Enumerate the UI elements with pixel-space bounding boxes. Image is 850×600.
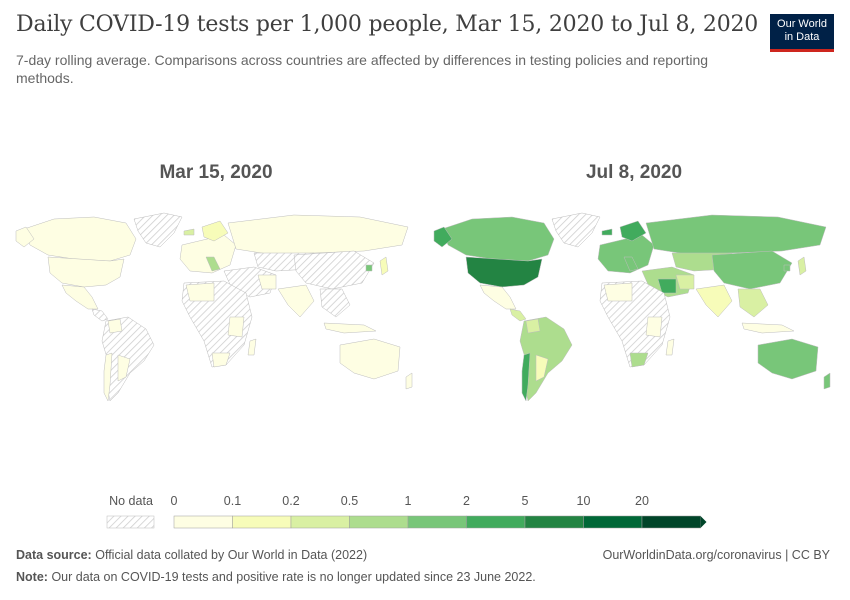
russia <box>645 214 827 256</box>
alaska <box>15 226 35 248</box>
colombia <box>525 318 541 334</box>
madagascar <box>247 338 257 356</box>
mexico <box>479 284 517 310</box>
legend-bin-swatch <box>466 515 526 529</box>
legend-swatches <box>106 515 707 529</box>
indonesia <box>741 322 795 334</box>
new-zealand <box>823 372 831 390</box>
japan <box>379 256 389 276</box>
se-asia <box>737 288 769 318</box>
note-text: Our data on COVID-19 tests and positive … <box>51 570 536 584</box>
new-zealand <box>405 372 413 390</box>
right-map-title: Jul 8, 2020 <box>585 162 683 183</box>
mexico <box>61 284 99 310</box>
saudi-arabia <box>657 278 677 294</box>
iran <box>257 274 277 290</box>
source-link[interactable]: OurWorldinData.org/coronavirus | CC BY <box>602 548 830 562</box>
legend-arrow <box>700 516 707 528</box>
canada <box>441 216 555 262</box>
australia <box>757 338 819 380</box>
right-world-map <box>433 212 831 402</box>
italy <box>205 256 221 272</box>
iceland <box>183 228 195 236</box>
note-label: Note: <box>16 570 48 584</box>
legend-bin-swatch <box>583 515 643 529</box>
legend-bin-label: 0 <box>170 494 178 508</box>
central-america <box>91 308 109 322</box>
europe <box>179 234 237 274</box>
source-text: Official data collated by Our World in D… <box>95 548 368 562</box>
italy <box>623 256 639 272</box>
legend-bin-swatch <box>407 515 467 529</box>
colombia <box>107 318 123 334</box>
scandinavia <box>201 220 229 242</box>
legend-bin-swatch <box>173 515 233 529</box>
east-africa <box>645 316 663 338</box>
brazil-region <box>117 354 131 382</box>
owid-logo[interactable]: Our World in Data <box>770 14 834 52</box>
indonesia <box>323 322 377 334</box>
legend-bin-label: 10 <box>576 494 591 508</box>
greenland <box>551 212 601 248</box>
india <box>277 284 315 318</box>
logo-line-2: in Data <box>784 31 820 43</box>
japan <box>797 256 807 276</box>
east-africa <box>227 316 245 338</box>
china <box>293 250 375 290</box>
scandinavia <box>619 220 647 242</box>
north-africa <box>185 282 215 302</box>
source-label: Data source: <box>16 548 92 562</box>
greenland <box>133 212 183 248</box>
left-map-title: Mar 15, 2020 <box>159 162 273 183</box>
legend-bin-label: 20 <box>635 494 649 508</box>
chart-subtitle: 7-day rolling average. Comparisons acros… <box>16 52 709 86</box>
legend-bin-swatch <box>232 515 292 529</box>
legend-bin-label: 0.2 <box>282 494 300 508</box>
india <box>695 284 733 318</box>
legend-bin-swatch <box>349 515 409 529</box>
russia <box>227 214 409 256</box>
legend-bin-swatch <box>641 515 701 529</box>
central-america <box>509 308 527 322</box>
iceland <box>601 228 613 236</box>
chile <box>521 352 531 402</box>
china <box>711 250 793 290</box>
legend-no-data-label: No data <box>109 494 153 508</box>
brazil-region <box>535 354 549 382</box>
usa <box>465 256 543 288</box>
usa <box>47 256 125 288</box>
chart-title: Daily COVID-19 tests per 1,000 people, M… <box>16 12 759 37</box>
legend-bin-swatch <box>290 515 350 529</box>
footer-note: Note: Our data on COVID-19 tests and pos… <box>16 570 536 584</box>
south-africa <box>211 352 231 368</box>
iran <box>675 274 695 290</box>
alaska <box>433 226 453 248</box>
madagascar <box>665 338 675 356</box>
legend-bin-label: 0.1 <box>223 494 242 508</box>
chile <box>103 352 113 402</box>
canada <box>23 216 137 262</box>
legend-bin-swatch <box>524 515 584 529</box>
se-asia <box>319 288 351 318</box>
north-africa <box>603 282 633 302</box>
south-korea <box>365 264 373 272</box>
left-world-map <box>15 212 413 402</box>
legend-bin-label: 2 <box>463 494 470 508</box>
legend-no-data-swatch <box>106 515 155 529</box>
color-legend: No data 0 0.1 0.2 0.5 1 2 5 10 20 <box>100 494 720 534</box>
legend-bin-label: 0.5 <box>340 494 359 508</box>
footer-source: Data source: Official data collated by O… <box>16 548 367 562</box>
legend-bin-label: 1 <box>404 494 412 508</box>
europe <box>597 234 655 274</box>
south-africa <box>629 352 649 368</box>
south-korea <box>783 264 791 272</box>
legend-bin-label: 5 <box>521 494 529 508</box>
australia <box>339 338 401 380</box>
logo-line-1: Our World <box>777 18 827 30</box>
